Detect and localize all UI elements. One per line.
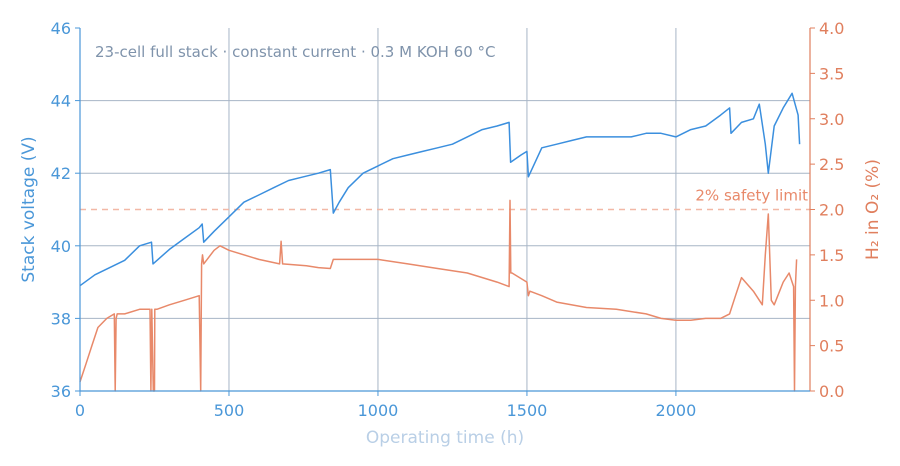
left-y-tick-label: 38 — [51, 309, 71, 328]
left-y-tick-label: 40 — [51, 237, 71, 256]
x-tick-label: 1500 — [507, 401, 548, 420]
right-y-tick-label: 2.5 — [819, 155, 844, 174]
series-group — [79, 92, 801, 392]
chart-annotation: 23-cell full stack · constant current · … — [95, 43, 496, 61]
right-y-tick-label: 3.0 — [819, 110, 844, 129]
left-y-tick-label: 42 — [51, 164, 71, 183]
right-y-tick-label: 4.0 — [819, 19, 844, 38]
left-y-tick-label: 44 — [51, 92, 71, 111]
right-y-tick-label: 0.5 — [819, 337, 844, 356]
right-y-tick-label: 1.5 — [819, 246, 844, 265]
h2-series-line — [79, 199, 798, 392]
right-y-tick-label: 0.0 — [819, 382, 844, 401]
x-tick-label: 500 — [214, 401, 245, 420]
x-axis-label: Operating time (h) — [366, 428, 524, 448]
x-tick-label: 2000 — [656, 401, 697, 420]
x-tick-label: 1000 — [358, 401, 399, 420]
right-y-tick-label: 2.0 — [819, 201, 844, 220]
left-y-tick-label: 36 — [51, 382, 71, 401]
safety-limit-label: 2% safety limit — [695, 187, 808, 205]
voltage-series-line — [79, 92, 801, 287]
ticks: 0 500 1000 1500 2000 36 38 40 42 44 46 0.0 0.5 1.0 1.5… — [51, 19, 845, 420]
right-y-axis-label: H₂ in O₂ (%) — [863, 159, 883, 260]
safety-limit-group: 2% safety limit — [80, 187, 810, 211]
left-y-tick-label: 46 — [51, 19, 71, 38]
x-tick-label: 0 — [75, 401, 85, 420]
right-y-tick-label: 3.5 — [819, 64, 844, 83]
left-y-axis-label: Stack voltage (V) — [19, 136, 39, 282]
right-y-tick-label: 1.0 — [819, 291, 844, 310]
